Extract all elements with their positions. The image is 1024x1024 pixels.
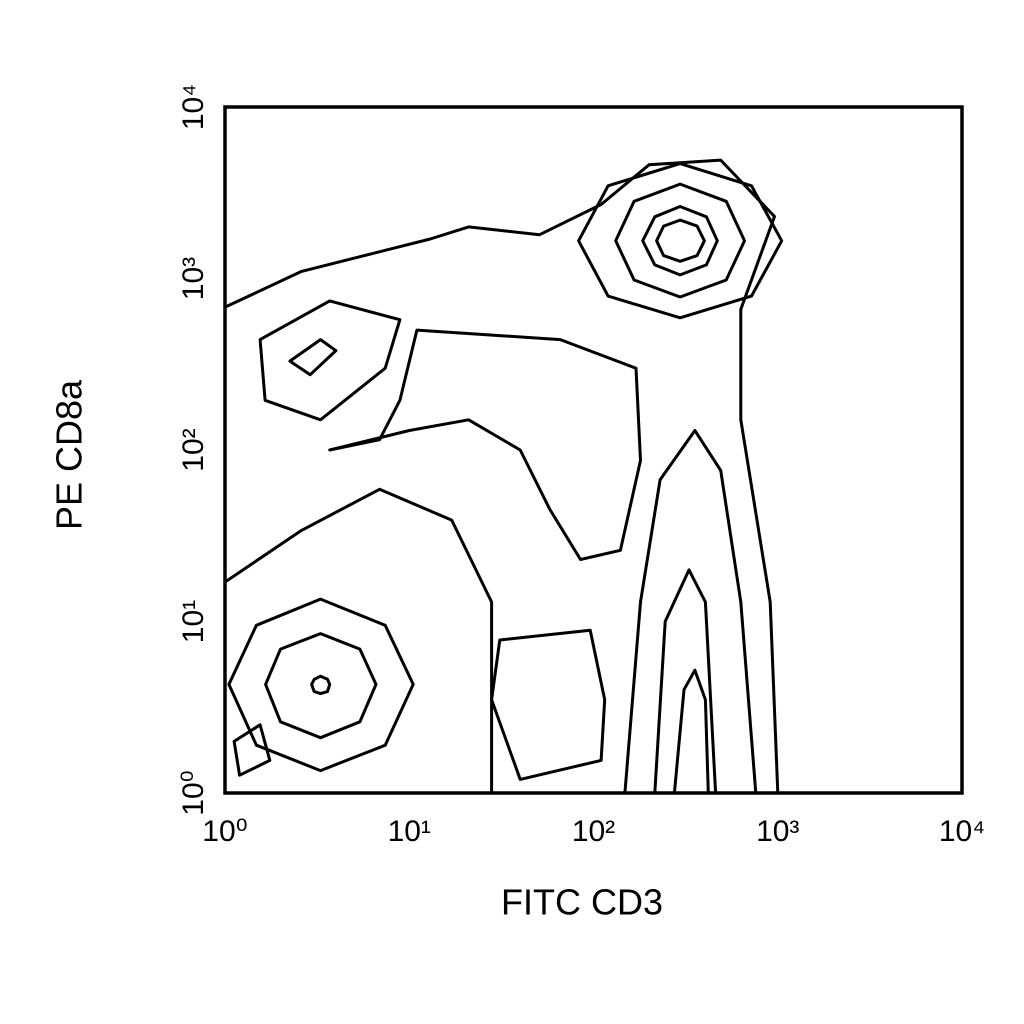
y-tick-label: 10¹ <box>177 600 210 643</box>
x-tick-label: 10⁴ <box>939 815 985 848</box>
contour-line <box>288 338 338 377</box>
y-tick-label: 10³ <box>177 257 210 300</box>
contour-line <box>232 723 272 777</box>
contour-line <box>641 205 719 277</box>
contour-line <box>577 162 784 320</box>
contour-line <box>490 628 607 781</box>
contour-line <box>310 674 332 696</box>
contour-line <box>653 568 718 793</box>
contour-line <box>655 218 706 263</box>
y-tick-label: 10⁰ <box>177 770 210 815</box>
x-tick-label: 10⁰ <box>202 815 247 848</box>
contour-line <box>258 299 402 422</box>
contour-line <box>225 158 780 793</box>
contour-line <box>225 487 494 793</box>
y-tick-label: 10² <box>177 428 210 471</box>
plot-frame <box>223 105 964 795</box>
contour-layer <box>225 158 784 793</box>
x-tick-label: 10¹ <box>388 815 431 848</box>
x-tick-label: 10³ <box>756 815 799 848</box>
x-axis-label: FITC CD3 <box>501 882 663 923</box>
y-axis-label: PE CD8a <box>49 379 90 530</box>
x-tick-label: 10² <box>572 815 615 848</box>
contour-line <box>227 597 415 773</box>
y-tick-label: 10⁴ <box>177 84 210 130</box>
contour-line <box>264 632 378 740</box>
contour-line <box>614 182 746 299</box>
contour-line <box>623 429 758 793</box>
contour-line <box>672 668 710 793</box>
contour-line <box>328 328 642 561</box>
